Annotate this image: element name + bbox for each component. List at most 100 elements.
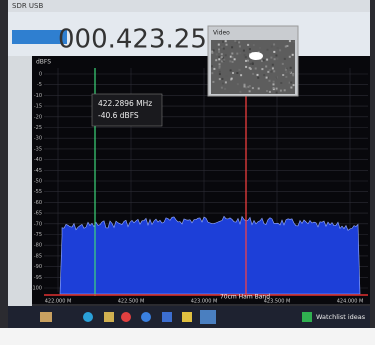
taskbar-icon[interactable]: [141, 312, 151, 322]
y-label: -70: [34, 221, 42, 227]
video-noise: [239, 45, 241, 47]
tooltip-level: -40.6 dBFS: [98, 111, 139, 120]
video-noise: [266, 77, 268, 79]
video-noise: [282, 63, 284, 65]
video-noise: [252, 87, 254, 89]
y-label: -25: [34, 125, 42, 131]
taskbar-icon[interactable]: [121, 312, 131, 322]
video-noise: [226, 44, 228, 46]
side-panel: [8, 56, 32, 306]
video-noise: [289, 40, 291, 42]
video-noise: [282, 74, 284, 76]
video-noise: [247, 60, 249, 62]
y-label: 0: [39, 72, 42, 78]
video-noise: [247, 44, 249, 46]
video-noise: [212, 81, 214, 83]
video-noise: [261, 68, 263, 70]
tooltip-frequency: 422.2896 MHz: [98, 99, 152, 108]
video-noise: [219, 63, 221, 65]
video-noise: [265, 66, 267, 68]
video-noise: [213, 68, 215, 70]
video-noise: [244, 84, 246, 86]
window-title: SDR USB: [12, 2, 43, 10]
taskbar-icon[interactable]: [182, 312, 192, 322]
video-noise: [273, 87, 275, 89]
video-noise: [267, 71, 269, 73]
title-bar: [8, 0, 370, 12]
video-noise: [224, 88, 226, 90]
widget-label[interactable]: Watchlist ideas: [316, 313, 366, 321]
widget-icon[interactable]: [302, 312, 312, 322]
band-label: 70cm Ham Band: [220, 294, 270, 301]
video-noise: [234, 40, 236, 42]
video-noise: [275, 55, 277, 57]
taskbar-icon[interactable]: [104, 312, 114, 322]
y-label: -85: [34, 253, 42, 259]
video-noise: [218, 58, 220, 60]
video-noise: [250, 63, 252, 65]
unit-label: dBFS: [36, 59, 51, 66]
y-label: -90: [34, 264, 42, 270]
video-noise: [238, 41, 240, 43]
taskbar-icon[interactable]: [83, 312, 93, 322]
video-noise: [231, 43, 233, 45]
video-noise: [290, 82, 292, 84]
video-noise: [243, 50, 245, 52]
y-label: -35: [34, 146, 42, 152]
video-noise: [249, 85, 251, 87]
video-noise: [276, 77, 278, 79]
x-label: 424.000 M: [337, 299, 364, 305]
video-noise: [221, 53, 223, 55]
video-noise: [231, 46, 233, 48]
y-label: -55: [34, 189, 42, 195]
video-noise: [280, 90, 282, 92]
video-noise: [284, 58, 286, 60]
video-noise: [232, 56, 234, 58]
video-noise: [289, 56, 291, 58]
video-noise: [219, 66, 221, 68]
video-noise: [292, 74, 294, 76]
y-label: -40: [34, 157, 42, 163]
video-noise: [276, 92, 278, 94]
y-label: -65: [34, 211, 42, 217]
video-noise: [211, 52, 213, 54]
video-noise: [225, 75, 227, 77]
video-noise: [274, 58, 276, 60]
video-noise: [219, 78, 221, 80]
video-noise: [292, 54, 294, 56]
video-noise: [245, 66, 247, 68]
video-noise: [211, 65, 213, 67]
video-noise: [211, 91, 213, 93]
video-noise: [253, 44, 255, 46]
video-noise: [218, 56, 220, 58]
video-noise: [218, 49, 220, 51]
video-noise: [225, 81, 227, 83]
photo-edge: [0, 328, 375, 345]
y-label: -20: [34, 114, 42, 120]
spectrum-trace: [60, 216, 360, 294]
taskbar-icon[interactable]: [40, 312, 52, 322]
video-noise: [231, 78, 233, 80]
video-noise: [225, 54, 227, 56]
video-noise: [266, 90, 268, 92]
video-noise: [273, 83, 275, 85]
video-noise: [230, 69, 232, 71]
video-noise: [255, 68, 257, 70]
y-label: -5: [37, 82, 42, 88]
video-noise: [263, 74, 265, 76]
video-noise: [272, 64, 274, 66]
video-noise: [293, 41, 295, 43]
video-noise: [271, 45, 273, 47]
video-title: Video: [213, 30, 230, 37]
video-noise: [251, 44, 253, 46]
taskbar-icon[interactable]: [200, 310, 216, 324]
taskbar-icon[interactable]: [162, 312, 172, 322]
y-label: -50: [34, 179, 42, 185]
video-noise: [240, 74, 242, 76]
video-noise: [215, 59, 217, 61]
video-noise: [232, 61, 234, 63]
y-label: -80: [34, 243, 42, 249]
video-noise: [221, 78, 223, 80]
video-noise: [269, 80, 271, 82]
video-noise: [231, 49, 233, 51]
